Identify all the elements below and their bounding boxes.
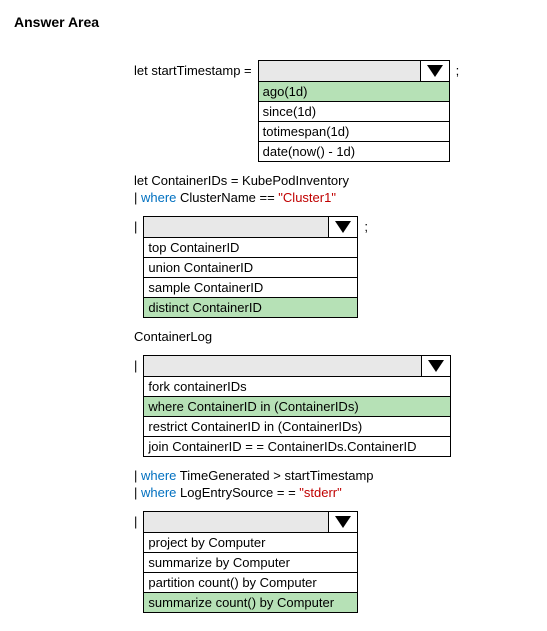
dropdown-item[interactable]: partition count() by Computer — [144, 572, 357, 592]
dropdown-head[interactable] — [143, 511, 358, 533]
dropdown-toggle-button[interactable] — [422, 356, 450, 376]
string-stderr: "stderr" — [299, 485, 341, 500]
text: LogEntrySource = = — [176, 485, 299, 500]
dropdown-list: ago(1d)since(1d)totimespan(1d)date(now()… — [258, 82, 450, 162]
header-containerlog: ContainerLog — [134, 328, 533, 345]
dropdown-containerid-op: top ContainerIDunion ContainerIDsample C… — [143, 216, 358, 318]
row-containerid-op: | top ContainerIDunion ContainerIDsample… — [134, 216, 533, 318]
dropdown-item[interactable]: ago(1d) — [259, 82, 449, 101]
dropdown-head[interactable] — [143, 216, 358, 238]
chevron-down-icon — [427, 65, 443, 77]
row-summarize-op: | project by Computersummarize by Comput… — [134, 511, 533, 613]
dropdown-item[interactable]: where ContainerID in (ContainerIDs) — [144, 396, 450, 416]
dropdown-field[interactable] — [259, 61, 421, 81]
dropdown-item[interactable]: distinct ContainerID — [144, 297, 357, 317]
dropdown-containerlog-op: fork containerIDswhere ContainerID in (C… — [143, 355, 451, 457]
semicolon: ; — [450, 60, 460, 78]
dropdown-field[interactable] — [144, 217, 329, 237]
dropdown-list: top ContainerIDunion ContainerIDsample C… — [143, 238, 358, 318]
page-title: Answer Area — [14, 14, 533, 30]
pipe: | — [134, 190, 141, 205]
dropdown-head[interactable] — [258, 60, 450, 82]
dropdown-toggle-button[interactable] — [329, 217, 357, 237]
row-containerlog-op: | fork containerIDswhere ContainerID in … — [134, 355, 533, 457]
text: TimeGenerated > startTimestamp — [176, 468, 373, 483]
dropdown-item[interactable]: project by Computer — [144, 533, 357, 552]
dropdown-list: fork containerIDswhere ContainerID in (C… — [143, 377, 451, 457]
dropdown-item[interactable]: join ContainerID = = ContainerIDs.Contai… — [144, 436, 450, 456]
dropdown-item[interactable]: date(now() - 1d) — [259, 141, 449, 161]
code-line-where-logentrysource: | where LogEntrySource = = "stderr" — [134, 484, 533, 501]
pipe: | — [134, 468, 141, 483]
dropdown-item[interactable]: union ContainerID — [144, 257, 357, 277]
dropdown-item[interactable]: sample ContainerID — [144, 277, 357, 297]
text: ClusterName == — [176, 190, 278, 205]
code-line-where-timegenerated: | where TimeGenerated > startTimestamp — [134, 467, 533, 484]
dropdown-item[interactable]: top ContainerID — [144, 238, 357, 257]
dropdown-item[interactable]: summarize count() by Computer — [144, 592, 357, 612]
code-line-let-containerids: let ContainerIDs = KubePodInventory — [134, 172, 533, 189]
row-start-timestamp: let startTimestamp = ago(1d)since(1d)tot… — [134, 60, 533, 162]
dropdown-item[interactable]: since(1d) — [259, 101, 449, 121]
dropdown-list: project by Computersummarize by Computer… — [143, 533, 358, 613]
keyword-where: where — [141, 468, 176, 483]
dropdown-item[interactable]: fork containerIDs — [144, 377, 450, 396]
code-line-where-clustername: | where ClusterName == "Cluster1" — [134, 189, 533, 206]
string-cluster1: "Cluster1" — [278, 190, 336, 205]
dropdown-summarize-op: project by Computersummarize by Computer… — [143, 511, 358, 613]
dropdown-head[interactable] — [143, 355, 451, 377]
pipe: | — [134, 485, 141, 500]
dropdown-field[interactable] — [144, 356, 422, 376]
chevron-down-icon — [335, 221, 351, 233]
dropdown-toggle-button[interactable] — [329, 512, 357, 532]
chevron-down-icon — [428, 360, 444, 372]
pipe-prefix: | — [134, 511, 143, 529]
semicolon: ; — [358, 216, 368, 234]
dropdown-item[interactable]: summarize by Computer — [144, 552, 357, 572]
dropdown-start-timestamp: ago(1d)since(1d)totimespan(1d)date(now()… — [258, 60, 450, 162]
dropdown-field[interactable] — [144, 512, 329, 532]
dropdown-toggle-button[interactable] — [421, 61, 449, 81]
pipe-prefix: | — [134, 355, 143, 373]
dropdown-item[interactable]: totimespan(1d) — [259, 121, 449, 141]
chevron-down-icon — [335, 516, 351, 528]
pipe-prefix: | — [134, 216, 143, 234]
keyword-where: where — [141, 485, 176, 500]
keyword-where: where — [141, 190, 176, 205]
label-start-timestamp: let startTimestamp = — [134, 60, 258, 78]
dropdown-item[interactable]: restrict ContainerID in (ContainerIDs) — [144, 416, 450, 436]
